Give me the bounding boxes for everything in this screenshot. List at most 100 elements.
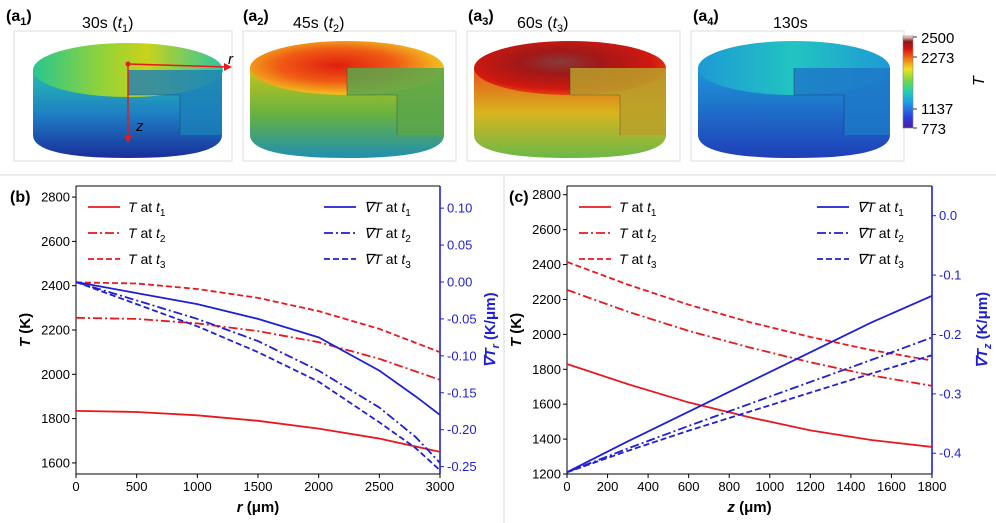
x-axis-unit: (μm)	[243, 499, 280, 516]
y-right-tick-label: -0.2	[939, 327, 961, 342]
colorbar-title: T	[971, 75, 988, 86]
x-tick-label: 1800	[918, 479, 947, 494]
time-var: t	[553, 15, 558, 32]
time-label: 45s (	[293, 15, 329, 32]
x-tick-label: 800	[718, 479, 740, 494]
series-line	[566, 336, 933, 474]
panel-a4-title: (a4) 130s	[693, 8, 808, 32]
time-tail: )	[339, 15, 344, 32]
svg-text:(a4): (a4)	[693, 8, 719, 28]
legend-label: T at t2	[619, 225, 657, 245]
series-line	[75, 281, 441, 353]
y-right-axis-sub: z	[982, 343, 994, 350]
y-right-tick-label: -0.3	[939, 386, 961, 401]
legend-symbol: T	[619, 225, 629, 241]
legend-mid: at	[382, 225, 401, 241]
y-right-axis-title: ∇Tz (K/μm)	[974, 292, 994, 368]
legend-symbol: T	[128, 251, 138, 267]
legend-label: ∇T at t3	[364, 251, 411, 271]
legend-label: ∇T at t2	[364, 225, 411, 245]
legend-label: T at t3	[128, 251, 166, 271]
y-left-tick-label: 1600	[41, 455, 70, 470]
snapshot-frame	[13, 30, 233, 162]
y-left-axis-title: T (K)	[17, 313, 34, 347]
r-arrow-head-icon	[224, 63, 232, 71]
series-line	[566, 261, 933, 362]
y-right-tick-label: -0.25	[447, 459, 477, 474]
tag-sub: 3	[482, 16, 488, 28]
legend-tsub: 1	[898, 208, 904, 219]
legend-symbol: ∇T	[857, 199, 876, 215]
x-tick-label: 0	[72, 479, 79, 494]
x-tick-label: 1400	[836, 479, 865, 494]
legend-label: T at t3	[619, 251, 657, 271]
series-line	[566, 363, 933, 448]
snapshot-frame	[242, 30, 457, 162]
x-tick-label: 600	[678, 479, 700, 494]
panel-tag: (b)	[10, 189, 30, 206]
legend-mid: at	[137, 225, 156, 241]
x-axis-var: r	[237, 499, 244, 516]
x-axis-title: r (μm)	[237, 499, 280, 516]
legend-tsub: 1	[160, 208, 166, 219]
y-right-tick-label: -0.1	[939, 268, 961, 283]
tag-sub: 2	[257, 16, 263, 28]
series-line	[75, 316, 441, 381]
time-sub: 3	[557, 23, 563, 35]
x-tick-label: 1000	[183, 479, 212, 494]
y-left-tick-label: 1600	[532, 397, 561, 412]
time-label: 60s (	[517, 15, 553, 32]
legend-tvar: t	[647, 225, 652, 241]
svg-text:45s (t2): 45s (t2)	[293, 15, 344, 35]
y-right-axis-sub: r	[490, 343, 502, 348]
y-right-axis-var: ∇T	[974, 347, 991, 368]
legend-mid: at	[875, 225, 894, 241]
legend-tsub: 2	[898, 234, 904, 245]
legend-label: T at t1	[128, 199, 166, 219]
x-tick-label: 1000	[755, 479, 784, 494]
svg-text:(a1): (a1)	[6, 8, 32, 28]
legend-tsub: 2	[651, 234, 657, 245]
time-var: t	[329, 15, 334, 32]
y-left-tick-label: 2600	[532, 222, 561, 237]
r-axis-arrow	[127, 63, 229, 68]
y-left-tick-label: 2800	[532, 187, 561, 202]
legend-tvar: t	[647, 251, 652, 267]
legend-label: T at t2	[128, 225, 166, 245]
x-tick-label: 1200	[796, 479, 825, 494]
legend-tvar: t	[156, 251, 161, 267]
legend-tsub: 3	[651, 260, 657, 271]
tag-letter: a	[473, 8, 482, 25]
coordinate-axes: r z	[124, 51, 234, 143]
legend-label: T at t1	[619, 199, 657, 219]
legend-symbol: ∇T	[857, 251, 876, 267]
y-left-tick-label: 2200	[41, 323, 70, 338]
legend-tsub: 3	[405, 260, 411, 271]
y-left-tick-label: 2400	[41, 278, 70, 293]
snapshot-panels: r z (a1) 30s (t1)	[6, 8, 905, 162]
legend-mid: at	[628, 199, 647, 215]
snapshot-frame	[466, 30, 681, 162]
y-right-tick-label: 0.0	[939, 208, 957, 223]
svg-text:30s (t1): 30s (t1)	[82, 15, 133, 35]
z-arrow-head-icon	[124, 135, 132, 143]
x-tick-label: 1500	[244, 479, 273, 494]
legend-tvar: t	[156, 199, 161, 215]
origin-dot	[125, 61, 131, 67]
legend-tvar: t	[894, 225, 899, 241]
z-axis-label: z	[135, 118, 144, 135]
y-left-tick-label: 2000	[532, 327, 561, 342]
legend-tvar: t	[401, 225, 406, 241]
y-right-tick-label: -0.10	[447, 348, 477, 363]
x-tick-label: 1600	[877, 479, 906, 494]
legend-symbol: T	[619, 199, 629, 215]
series-line	[566, 354, 933, 474]
legend-symbol: ∇T	[364, 251, 383, 267]
legend-mid: at	[137, 199, 156, 215]
legend-mid: at	[875, 199, 894, 215]
y-right-tick-label: 0.10	[447, 201, 472, 216]
series-line	[75, 281, 441, 416]
legend-symbol: ∇T	[364, 199, 383, 215]
legend-mid: at	[382, 251, 401, 267]
x-axis-unit: (μm)	[735, 499, 772, 516]
